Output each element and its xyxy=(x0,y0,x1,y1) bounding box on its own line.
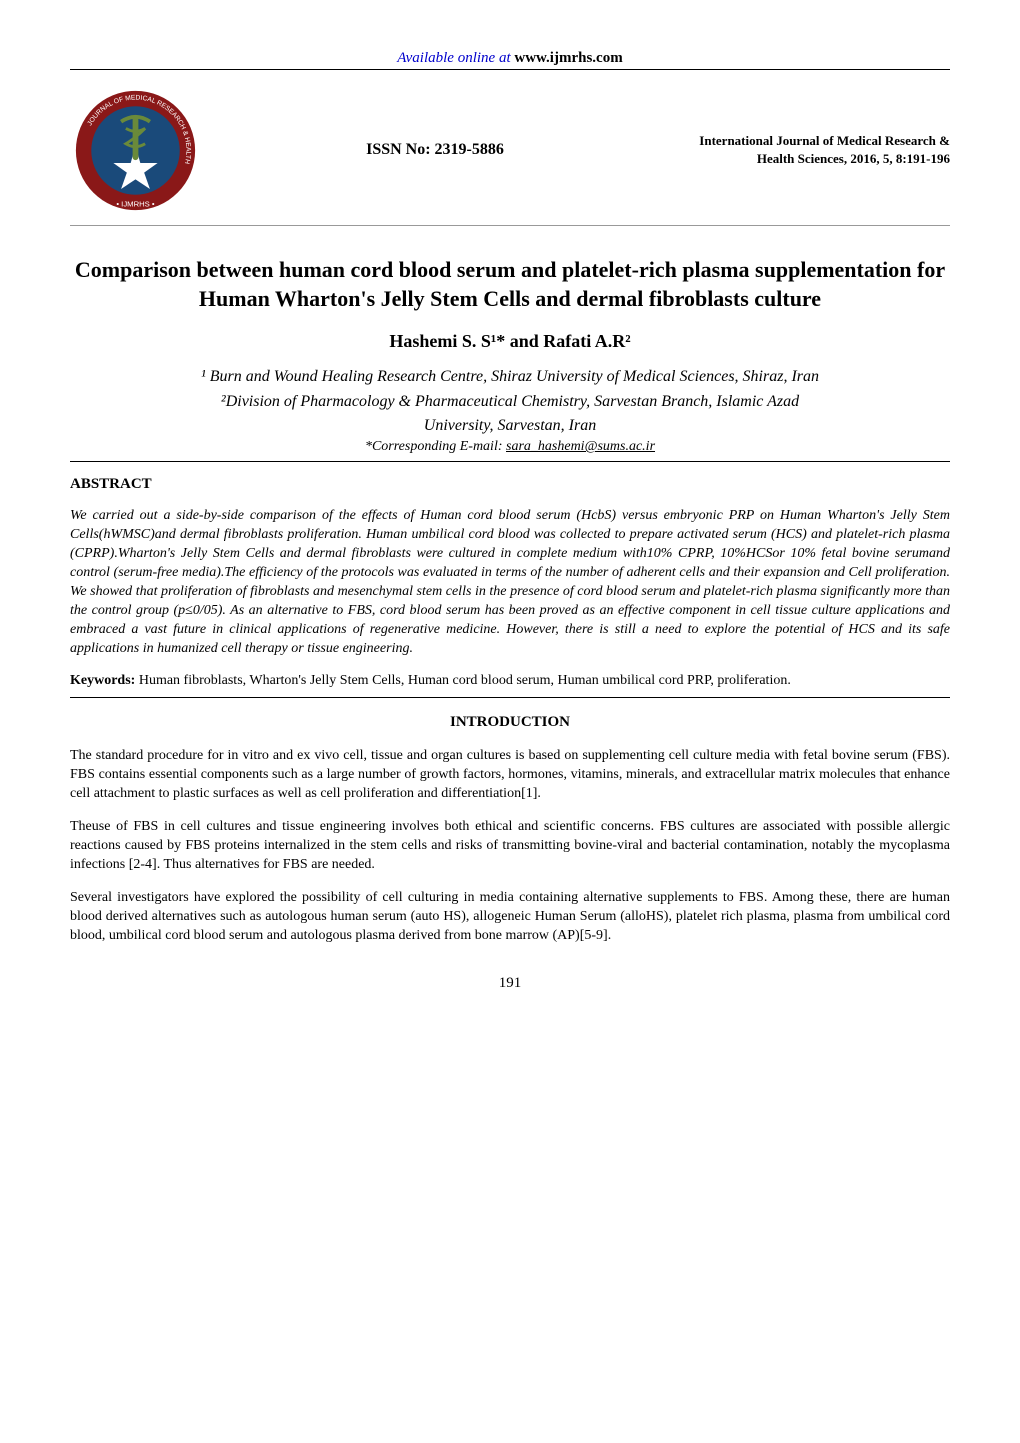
keywords-text: Human fibroblasts, Wharton's Jelly Stem … xyxy=(139,673,791,688)
authors: Hashemi S. S¹* and Rafati A.R² xyxy=(70,331,950,352)
intro-para-1: The standard procedure for in vitro and … xyxy=(70,747,950,804)
intro-para-2: Theuse of FBS in cell cultures and tissu… xyxy=(70,818,950,875)
affiliation-2: ²Division of Pharmacology & Pharmaceutic… xyxy=(70,391,950,413)
abstract-body: We carried out a side-by-side comparison… xyxy=(70,507,950,658)
keywords-bottom-rule xyxy=(70,697,950,698)
article-title: Comparison between human cord blood seru… xyxy=(70,256,950,313)
journal-logo: JOURNAL OF MEDICAL RESEARCH & HEALTH • I… xyxy=(70,85,200,215)
header-bottom-divider xyxy=(70,225,950,226)
svg-text:• IJMRHS •: • IJMRHS • xyxy=(116,199,155,208)
header-availability: Available online at www.ijmrhs.com xyxy=(70,50,950,67)
corresponding-label: *Corresponding E-mail: xyxy=(365,439,506,454)
available-text: Available online at xyxy=(397,50,514,66)
journal-citation: International Journal of Medical Researc… xyxy=(670,132,950,168)
introduction-heading: INTRODUCTION xyxy=(70,714,950,731)
abstract-top-rule xyxy=(70,461,950,462)
top-divider xyxy=(70,69,950,70)
keywords-label: Keywords: xyxy=(70,673,139,688)
affiliation-1: ¹ Burn and Wound Healing Research Centre… xyxy=(70,366,950,388)
journal-issue: Health Sciences, 2016, 5, 8:191-196 xyxy=(670,150,950,168)
affiliation-3: University, Sarvestan, Iran xyxy=(70,415,950,437)
page-number: 191 xyxy=(70,975,950,992)
abstract-heading: ABSTRACT xyxy=(70,476,950,493)
logo-svg: JOURNAL OF MEDICAL RESEARCH & HEALTH • I… xyxy=(73,88,198,213)
journal-name: International Journal of Medical Researc… xyxy=(670,132,950,150)
corresponding-author: *Corresponding E-mail: sara_hashemi@sums… xyxy=(70,439,950,455)
keywords: Keywords: Human fibroblasts, Wharton's J… xyxy=(70,672,950,691)
intro-para-3: Several investigators have explored the … xyxy=(70,889,950,946)
website-text: www.ijmrhs.com xyxy=(514,50,622,66)
header-row: JOURNAL OF MEDICAL RESEARCH & HEALTH • I… xyxy=(70,85,950,215)
issn-number: ISSN No: 2319-5886 xyxy=(200,141,670,159)
corresponding-email: sara_hashemi@sums.ac.ir xyxy=(506,439,655,454)
